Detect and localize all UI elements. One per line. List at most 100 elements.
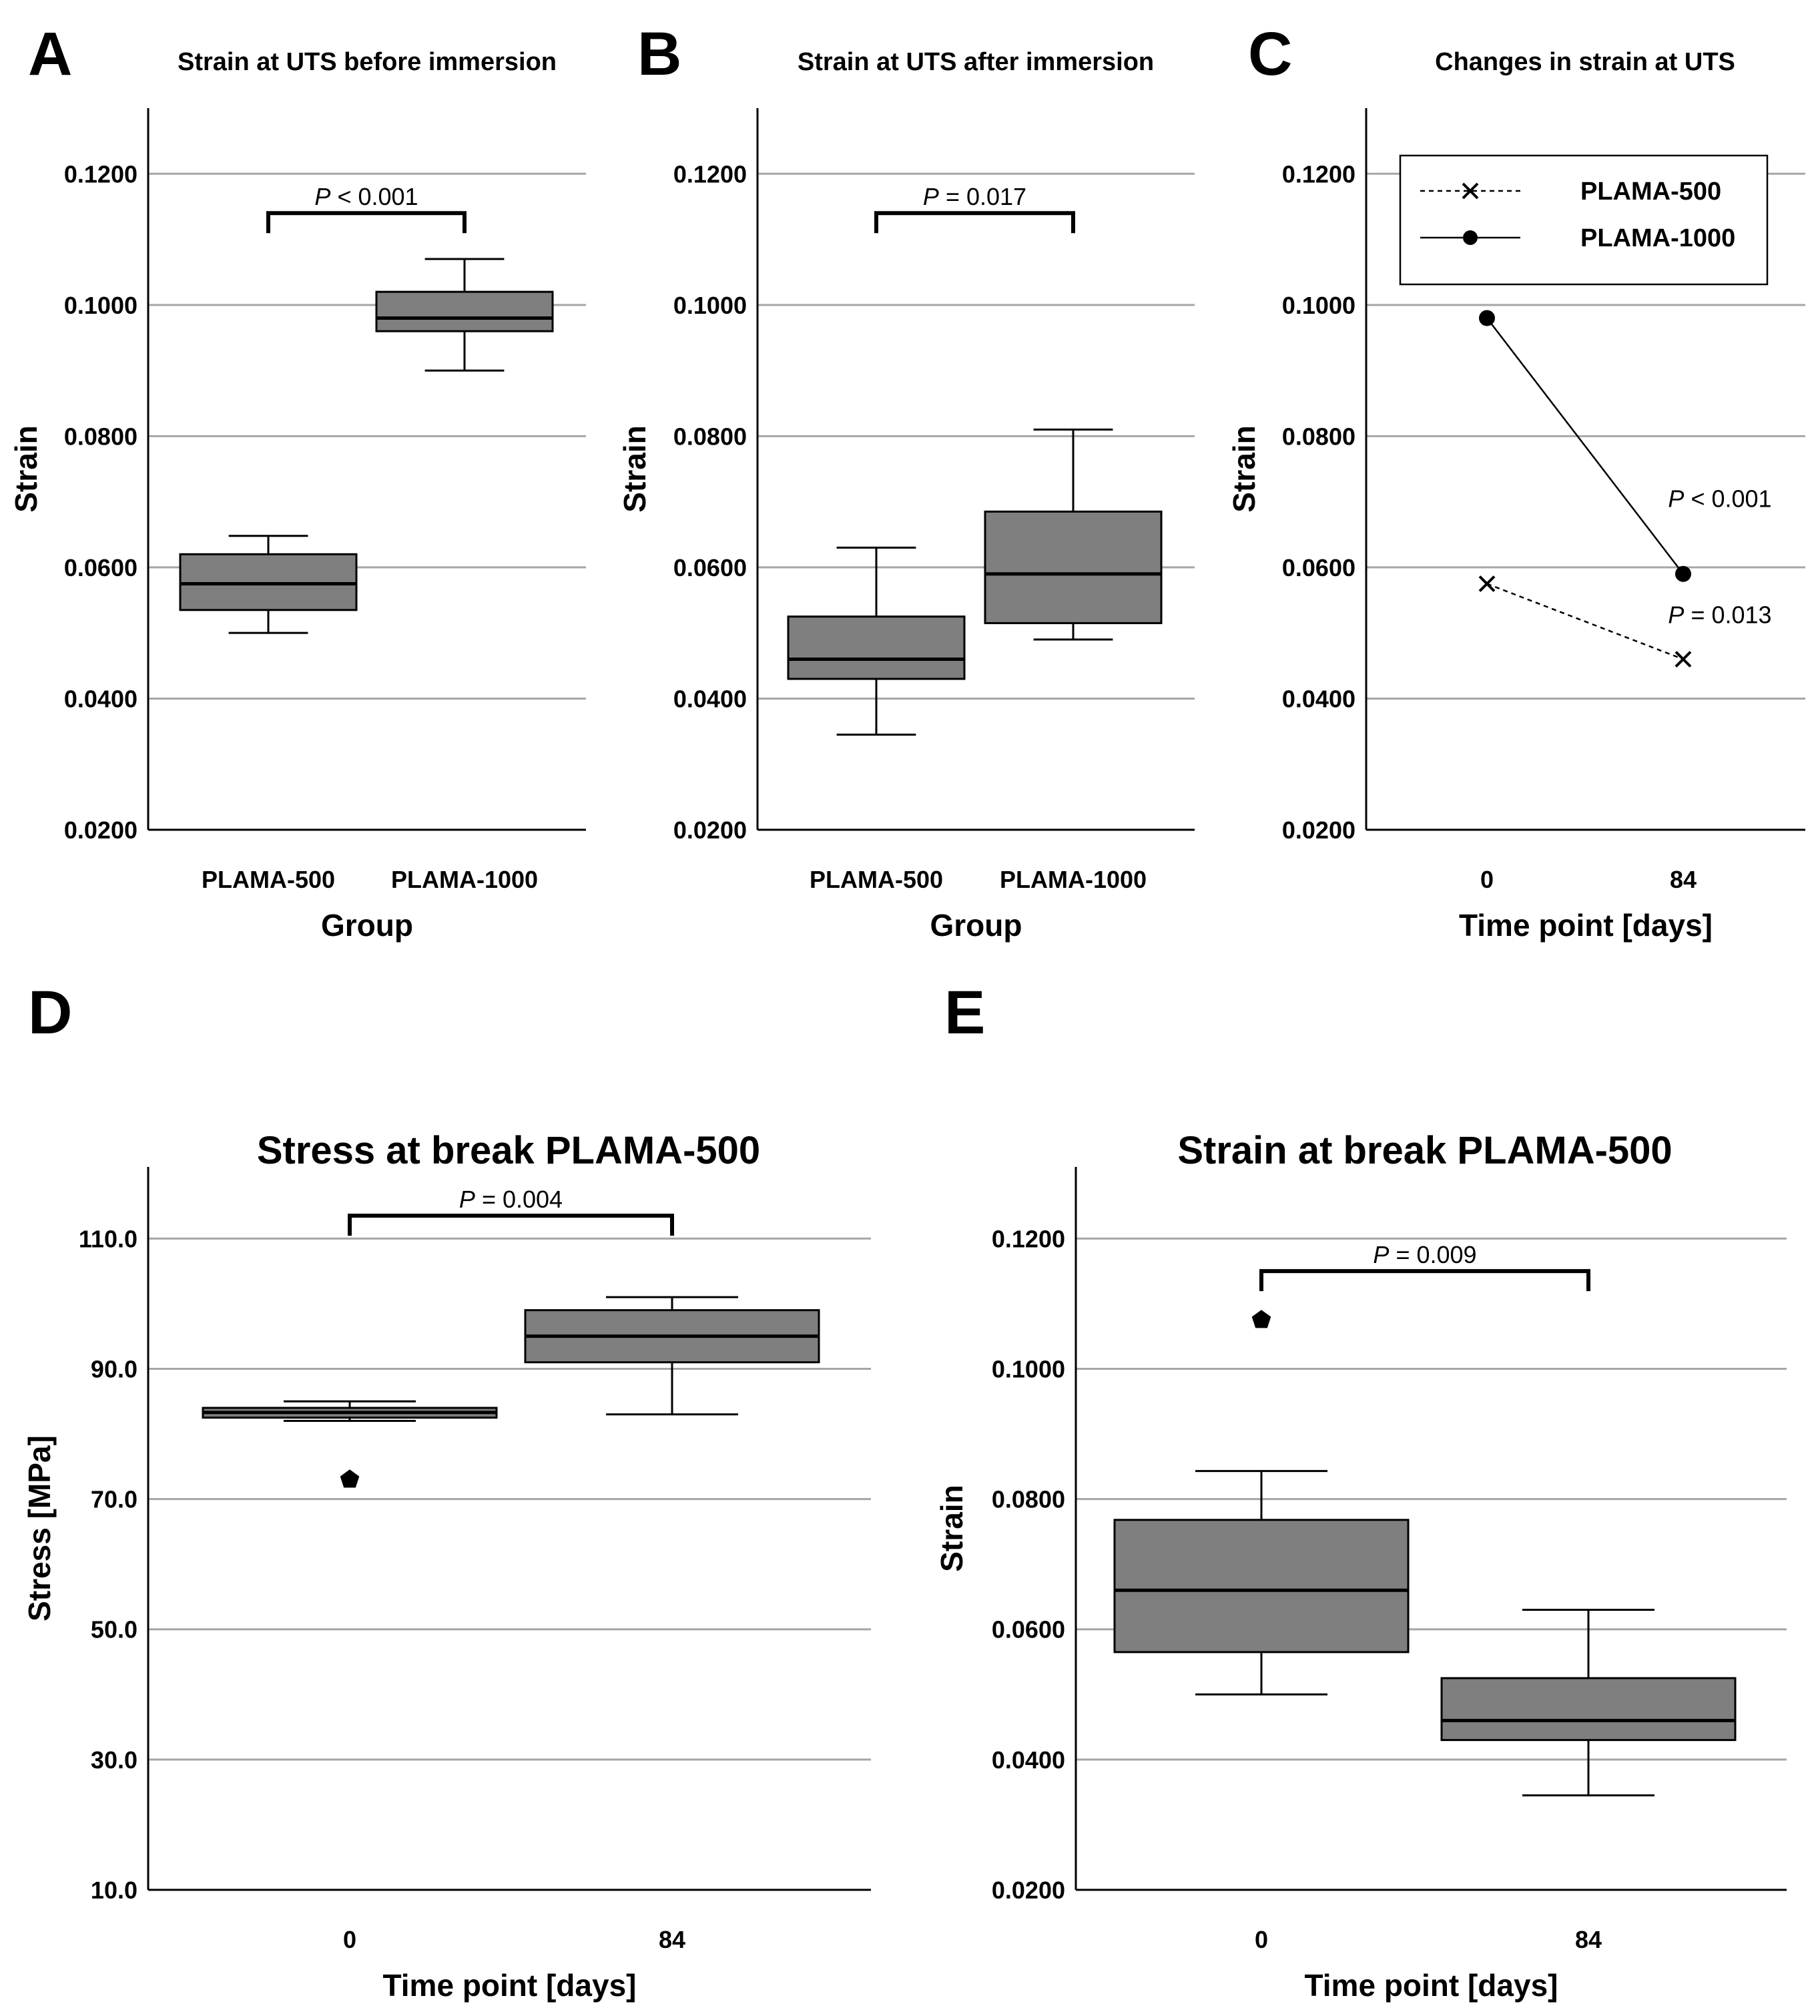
legend-marker <box>1463 230 1478 245</box>
y-tick-label: 110.0 <box>79 1225 137 1252</box>
panel-letter-b: B <box>637 20 681 88</box>
box <box>1440 1677 1737 1742</box>
x-tick-label: 0 <box>1480 866 1494 893</box>
panel-letter-a: A <box>28 20 72 88</box>
p-symbol: P <box>1373 1241 1389 1268</box>
p-value-label: P = 0.013 <box>1668 601 1771 629</box>
p-value-label: P < 0.001 <box>1668 485 1771 513</box>
y-tick-label: 0.1000 <box>992 1355 1065 1382</box>
y-tick-label: 0.1200 <box>1282 160 1355 188</box>
y-tick-label: 0.0200 <box>992 1876 1065 1904</box>
significance-bracket <box>874 211 1075 234</box>
chart-a: Strain at UTS before immersion 0.0200 0.04… <box>9 48 586 943</box>
chart-title: Stress at break PLAMA-500 <box>257 1129 760 1172</box>
p-value-text: = 0.004 <box>475 1186 563 1213</box>
x-tick-label: 84 <box>659 1926 685 1953</box>
series-point <box>1675 651 1692 668</box>
legend-marker <box>1462 182 1479 200</box>
p-value-text: < 0.001 <box>1684 485 1771 513</box>
series-point <box>1675 565 1691 582</box>
y-tick-label: 0.1000 <box>673 292 747 319</box>
y-tick-label: 0.1200 <box>673 160 747 188</box>
p-symbol: P <box>459 1186 475 1213</box>
y-tick-label: 0.1000 <box>64 292 137 319</box>
series-point <box>1478 575 1496 592</box>
legend-label: PLAMA-1000 <box>1580 224 1735 252</box>
chart-d: Stress at break PLAMA-500 10.0 30.0 50.0 70.… <box>22 1129 871 2003</box>
box <box>375 290 554 332</box>
x-tick-label: 84 <box>1670 866 1697 893</box>
p-value-text: = 0.009 <box>1389 1241 1476 1268</box>
series-point <box>1479 310 1495 326</box>
box <box>787 615 966 680</box>
y-tick-label: 70.0 <box>91 1486 137 1513</box>
y-tick-label: 0.0800 <box>992 1486 1065 1513</box>
panel-letter-e: E <box>944 979 985 1047</box>
series-line <box>1486 583 1684 660</box>
panel-letter-d: D <box>28 979 72 1047</box>
y-axis-label: Strain <box>1227 425 1261 512</box>
y-tick-label: 0.1200 <box>64 160 137 188</box>
p-value-text: = 0.013 <box>1684 601 1771 629</box>
x-axis-label: Time point [days] <box>1459 908 1713 943</box>
y-tick-label: 30.0 <box>91 1746 137 1774</box>
x-axis-label: Group <box>930 908 1022 943</box>
x-tick-label: PLAMA-1000 <box>1000 866 1147 893</box>
outlier-marker <box>1251 1310 1271 1328</box>
y-tick-label: 0.0400 <box>992 1746 1065 1774</box>
p-symbol: P <box>314 183 330 210</box>
y-tick-label: 0.0200 <box>673 816 747 844</box>
x-axis-label: Group <box>321 908 413 943</box>
y-axis-label: Stress [MPa] <box>22 1435 57 1621</box>
y-tick-label: 0.0600 <box>64 554 137 581</box>
p-symbol: P <box>1668 601 1684 629</box>
y-tick-label: 10.0 <box>91 1876 137 1904</box>
p-value-text: < 0.001 <box>330 183 418 210</box>
y-tick-label: 0.0400 <box>64 685 137 712</box>
y-tick-label: 0.0600 <box>992 1616 1065 1644</box>
y-tick-label: 90.0 <box>91 1355 137 1382</box>
x-tick-label: PLAMA-500 <box>810 866 943 893</box>
x-tick-label: PLAMA-500 <box>202 866 335 893</box>
p-value-text: = 0.017 <box>939 183 1026 210</box>
y-tick-label: 0.0200 <box>1282 816 1355 844</box>
y-tick-label: 0.1200 <box>992 1225 1065 1252</box>
chart-c: Changes in strain at UTS 0.0200 0.0400 0.06… <box>1227 48 1805 943</box>
x-axis-label: Time point [days] <box>383 1968 637 2003</box>
panel-letter-c: C <box>1248 20 1292 88</box>
box <box>984 510 1163 624</box>
series-line <box>1486 317 1684 575</box>
y-tick-label: 0.0600 <box>1282 554 1355 581</box>
y-tick-label: 0.1000 <box>1282 292 1355 319</box>
y-axis-label: Strain <box>934 1485 969 1571</box>
chart-title: Changes in strain at UTS <box>1435 48 1735 76</box>
chart-e: Strain at break PLAMA-500 0.0200 0.0400 0.0… <box>934 1129 1787 2003</box>
x-tick-label: 84 <box>1575 1926 1602 1953</box>
x-tick-label: 0 <box>1255 1926 1268 1953</box>
y-tick-label: 0.0600 <box>673 554 747 581</box>
significance-bracket <box>348 1214 674 1236</box>
y-tick-label: 0.0800 <box>673 423 747 450</box>
x-tick-label: PLAMA-1000 <box>391 866 538 893</box>
y-tick-label: 0.0800 <box>64 423 137 450</box>
outlier-marker <box>340 1469 360 1488</box>
p-value-label: P = 0.017 <box>923 183 1026 210</box>
box <box>1113 1519 1410 1654</box>
legend-label: PLAMA-500 <box>1580 178 1721 206</box>
significance-bracket <box>1259 1269 1590 1292</box>
p-symbol: P <box>1668 485 1684 513</box>
p-symbol: P <box>923 183 939 210</box>
chart-title: Strain at UTS after immersion <box>798 48 1154 76</box>
legend-box <box>1399 154 1769 286</box>
y-tick-label: 0.0800 <box>1282 423 1355 450</box>
x-axis-label: Time point [days] <box>1305 1968 1558 2003</box>
y-tick-label: 0.0400 <box>1282 685 1355 712</box>
p-value-label: P < 0.001 <box>314 183 418 210</box>
x-tick-label: 0 <box>343 1926 356 1953</box>
y-tick-label: 0.0400 <box>673 685 747 712</box>
p-value-label: P = 0.004 <box>459 1186 563 1213</box>
chart-title: Strain at break PLAMA-500 <box>1177 1129 1672 1172</box>
p-value-label: P = 0.009 <box>1373 1241 1476 1268</box>
y-axis-label: Strain <box>9 425 43 512</box>
